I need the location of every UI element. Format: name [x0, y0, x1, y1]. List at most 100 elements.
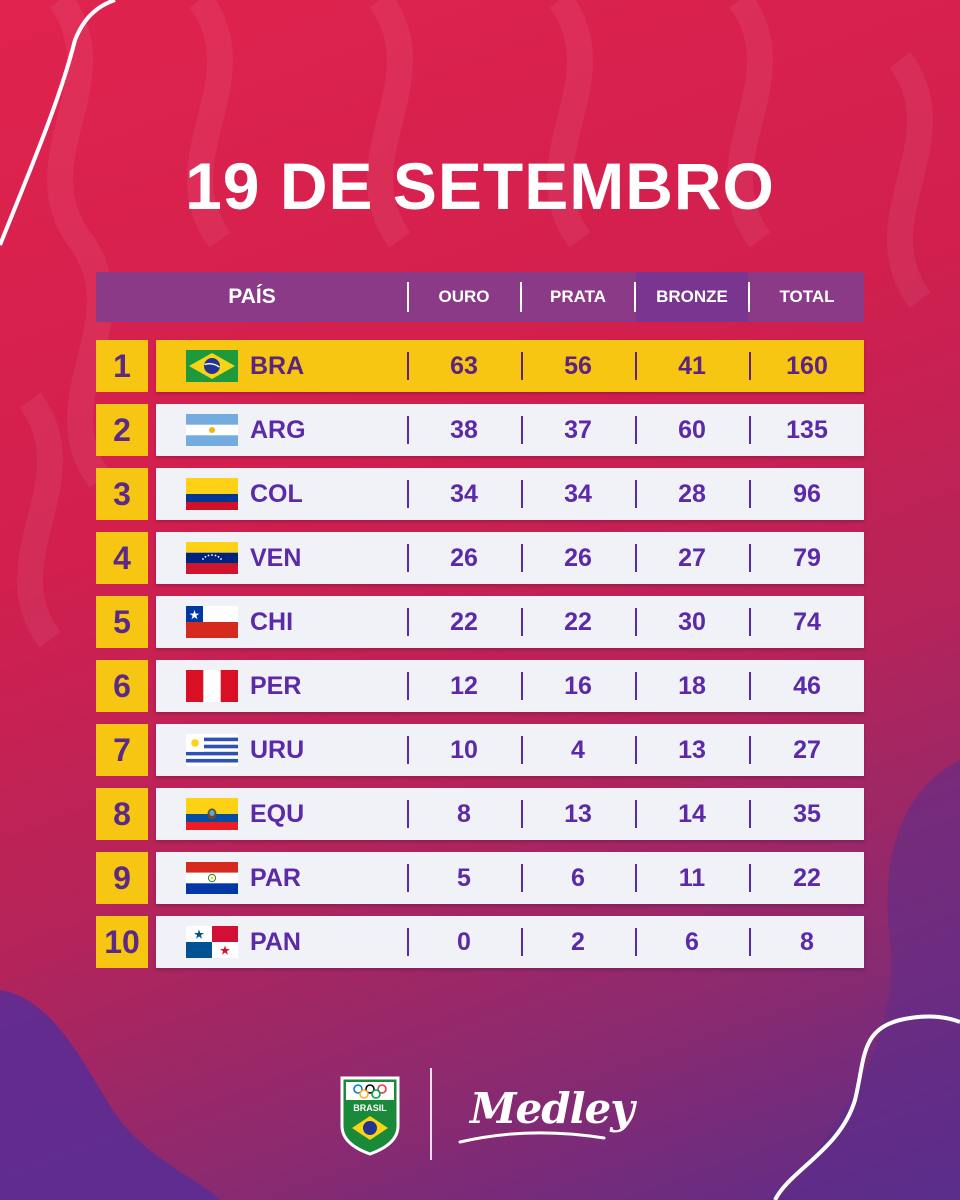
paraguay-flag-icon — [186, 862, 238, 894]
country-code: URU — [250, 735, 305, 764]
gold-count: 10 — [450, 735, 478, 764]
gold-count: 63 — [450, 351, 478, 380]
country-code: COL — [250, 479, 303, 508]
country-code: VEN — [250, 543, 302, 572]
table-row: VEN 26 26 27 79 — [156, 532, 864, 584]
gold-count: 34 — [450, 479, 478, 508]
column-divider — [749, 480, 751, 508]
bronze-count: 6 — [685, 927, 699, 956]
column-divider — [635, 416, 637, 444]
rank-badge: 5 — [96, 596, 148, 648]
column-divider — [407, 480, 409, 508]
country-code: EQU — [250, 799, 305, 828]
table-row: PAR 5 6 11 22 — [156, 852, 864, 904]
total-count: 35 — [793, 799, 821, 828]
column-divider — [521, 544, 523, 572]
column-divider — [521, 800, 523, 828]
column-divider — [749, 416, 751, 444]
gold-count: 0 — [457, 927, 471, 956]
total-count: 79 — [793, 543, 821, 572]
sponsor-name: Medley — [470, 1084, 635, 1133]
column-divider — [407, 672, 409, 700]
rank-badge: 9 — [96, 852, 148, 904]
silver-count: 26 — [564, 543, 592, 572]
rank-badge: 2 — [96, 404, 148, 456]
column-divider — [635, 864, 637, 892]
bronze-count: 30 — [678, 607, 706, 636]
peru-flag-icon — [186, 670, 238, 702]
column-divider — [407, 352, 409, 380]
total-count: 74 — [793, 607, 821, 636]
column-divider — [521, 416, 523, 444]
bronze-count: 41 — [678, 351, 706, 380]
header-divider — [748, 282, 750, 312]
argentina-flag-icon — [186, 414, 238, 446]
rank-badge: 4 — [96, 532, 148, 584]
country-code: ARG — [250, 415, 306, 444]
footer-divider — [430, 1068, 432, 1160]
column-divider — [635, 352, 637, 380]
column-divider — [749, 864, 751, 892]
column-divider — [407, 800, 409, 828]
total-count: 96 — [793, 479, 821, 508]
table-row: COL 34 34 28 96 — [156, 468, 864, 520]
panama-flag-icon — [186, 926, 238, 958]
column-divider — [521, 864, 523, 892]
column-divider — [635, 480, 637, 508]
logo-swoosh-icon — [458, 1131, 606, 1144]
silver-count: 2 — [571, 927, 585, 956]
header-divider — [634, 282, 636, 312]
uruguay-flag-icon — [186, 734, 238, 766]
column-divider — [407, 416, 409, 444]
column-divider — [749, 352, 751, 380]
rank-badge: 1 — [96, 340, 148, 392]
badge-text: BRASIL — [353, 1103, 387, 1113]
total-count: 22 — [793, 863, 821, 892]
rank-badge: 3 — [96, 468, 148, 520]
total-count: 135 — [786, 415, 828, 444]
silver-count: 13 — [564, 799, 592, 828]
country-code: BRA — [250, 351, 305, 380]
column-divider — [635, 736, 637, 764]
bronze-count: 11 — [678, 863, 706, 892]
silver-count: 22 — [564, 607, 592, 636]
silver-count: 37 — [564, 415, 592, 444]
silver-count: 4 — [571, 735, 585, 764]
brazil-flag-icon — [186, 350, 238, 382]
table-row: URU 10 4 13 27 — [156, 724, 864, 776]
table-row: PER 12 16 18 46 — [156, 660, 864, 712]
silver-count: 34 — [564, 479, 592, 508]
gold-count: 12 — [450, 671, 478, 700]
total-count: 46 — [793, 671, 821, 700]
column-divider — [521, 352, 523, 380]
gold-count: 38 — [450, 415, 478, 444]
column-divider — [407, 864, 409, 892]
header-divider — [520, 282, 522, 312]
column-divider — [407, 928, 409, 956]
chile-flag-icon — [186, 606, 238, 638]
column-divider — [749, 928, 751, 956]
table-row: BRA 63 56 41 160 — [156, 340, 864, 392]
bronze-count: 13 — [678, 735, 706, 764]
silver-count: 6 — [571, 863, 585, 892]
column-divider — [521, 928, 523, 956]
table-header: PAÍS OURO PRATA BRONZE TOTAL — [96, 272, 864, 322]
header-total: TOTAL — [779, 287, 835, 306]
colombia-flag-icon — [186, 478, 238, 510]
header-bronze: BRONZE — [636, 272, 748, 322]
table-row: ARG 38 37 60 135 — [156, 404, 864, 456]
rank-badge: 8 — [96, 788, 148, 840]
rank-badge: 7 — [96, 724, 148, 776]
table-row: PAN 0 2 6 8 — [156, 916, 864, 968]
total-count: 27 — [793, 735, 821, 764]
country-code: PER — [250, 671, 302, 700]
total-count: 160 — [786, 351, 828, 380]
header-gold: OURO — [438, 287, 490, 306]
rank-badge: 10 — [96, 916, 148, 968]
bronze-count: 28 — [678, 479, 706, 508]
medley-logo: Medley — [458, 1078, 635, 1148]
total-count: 8 — [800, 927, 814, 956]
brasil-olympic-badge-logo: BRASIL — [340, 1076, 400, 1156]
ecuador-flag-icon — [186, 798, 238, 830]
column-divider — [635, 928, 637, 956]
